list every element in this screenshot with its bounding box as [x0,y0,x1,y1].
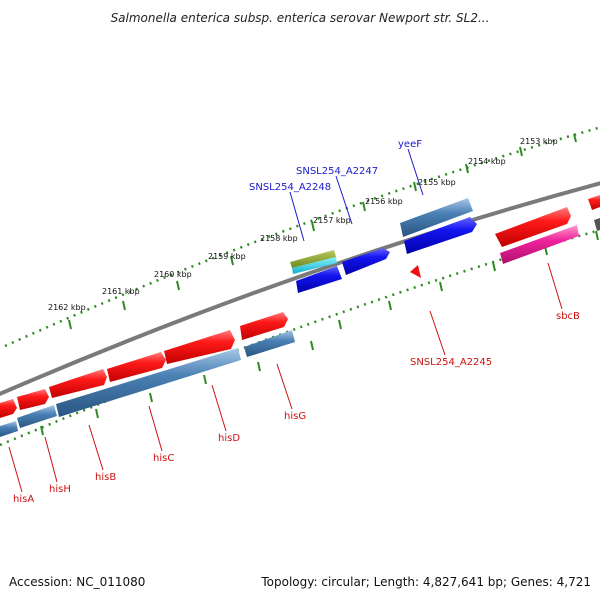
gene-arrow[interactable] [56,348,241,417]
kbp-label: 2153 kbp [520,137,558,146]
map-title: Salmonella enterica subsp. enterica sero… [111,11,490,25]
gene-arrow[interactable] [588,195,600,210]
gene-arrow-hisB[interactable] [49,369,107,398]
outer-major-ticks [68,133,577,330]
gene-arrow-hisG[interactable] [240,312,288,340]
gene-label-hisA[interactable]: hisA [13,494,34,505]
kbp-label: 2154 kbp [468,157,506,166]
gene-label-hisD[interactable]: hisD [218,433,240,444]
gene-arrow[interactable] [292,257,337,274]
gene-label-hisC[interactable]: hisC [153,453,174,464]
gene-arrow[interactable] [495,207,571,247]
gene-label-hisG[interactable]: hisG [284,411,306,422]
gene-arrow-hisH[interactable] [17,389,49,410]
gene-label-hisH[interactable]: hisH [49,484,71,495]
gene-arrow-yeeF[interactable] [400,198,473,237]
gene-arrow-SNSL254_A2245[interactable] [410,265,421,278]
kbp-label: 2159 kbp [208,252,246,261]
outer-tick-track [4,126,599,348]
gene-labels-top: yeeF SNSL254_A2247 SNSL254_A2248 [249,139,422,193]
gene-label-SNSL254_A2245[interactable]: SNSL254_A2245 [410,357,492,368]
gene-arrow[interactable] [0,421,18,437]
gene-arrow-hisA[interactable] [0,399,17,418]
kbp-label: 2158 kbp [260,234,298,243]
gene-arrow-sbcB[interactable] [500,225,579,264]
kbp-label: 2156 kbp [365,197,403,206]
gene-arrow-SNSL254_A2247[interactable] [342,248,390,275]
label-leaders [8,148,563,493]
gene-arrow[interactable] [296,266,342,293]
gene-label-SNSL254_A2247[interactable]: SNSL254_A2247 [296,166,378,177]
accession-text: Accession: NC_011080 [9,575,145,589]
gene-label-SNSL254_A2248[interactable]: SNSL254_A2248 [249,182,331,193]
gene-arrow[interactable] [17,405,57,428]
kbp-label: 2155 kbp [418,178,456,187]
gene-labels-bottom: sbcB SNSL254_A2245 hisG hisD hisC hisB h… [13,311,580,505]
kbp-labels: 2153 kbp 2154 kbp 2155 kbp 2156 kbp 2157… [48,137,558,312]
gene-label-yeeF[interactable]: yeeF [398,139,422,150]
gene-arrow[interactable] [404,217,477,254]
genome-stats-text: Topology: circular; Length: 4,827,641 bp… [260,575,591,589]
kbp-label: 2160 kbp [154,270,192,279]
forward-genes [290,195,600,293]
reverse-genes [0,225,579,437]
gene-arrow-SNSL254_A2248[interactable] [290,250,336,268]
gene-arrow[interactable] [594,218,600,231]
gene-label-hisB[interactable]: hisB [95,472,116,483]
genome-backbone [0,181,600,397]
gene-arrow[interactable] [244,330,295,357]
kbp-label: 2161 kbp [102,287,140,296]
gene-arrow-hisD[interactable] [164,330,235,364]
kbp-label: 2162 kbp [48,303,86,312]
kbp-label: 2157 kbp [313,216,351,225]
gene-arrow-hisC[interactable] [107,352,166,382]
gene-label-sbcB[interactable]: sbcB [556,311,580,322]
